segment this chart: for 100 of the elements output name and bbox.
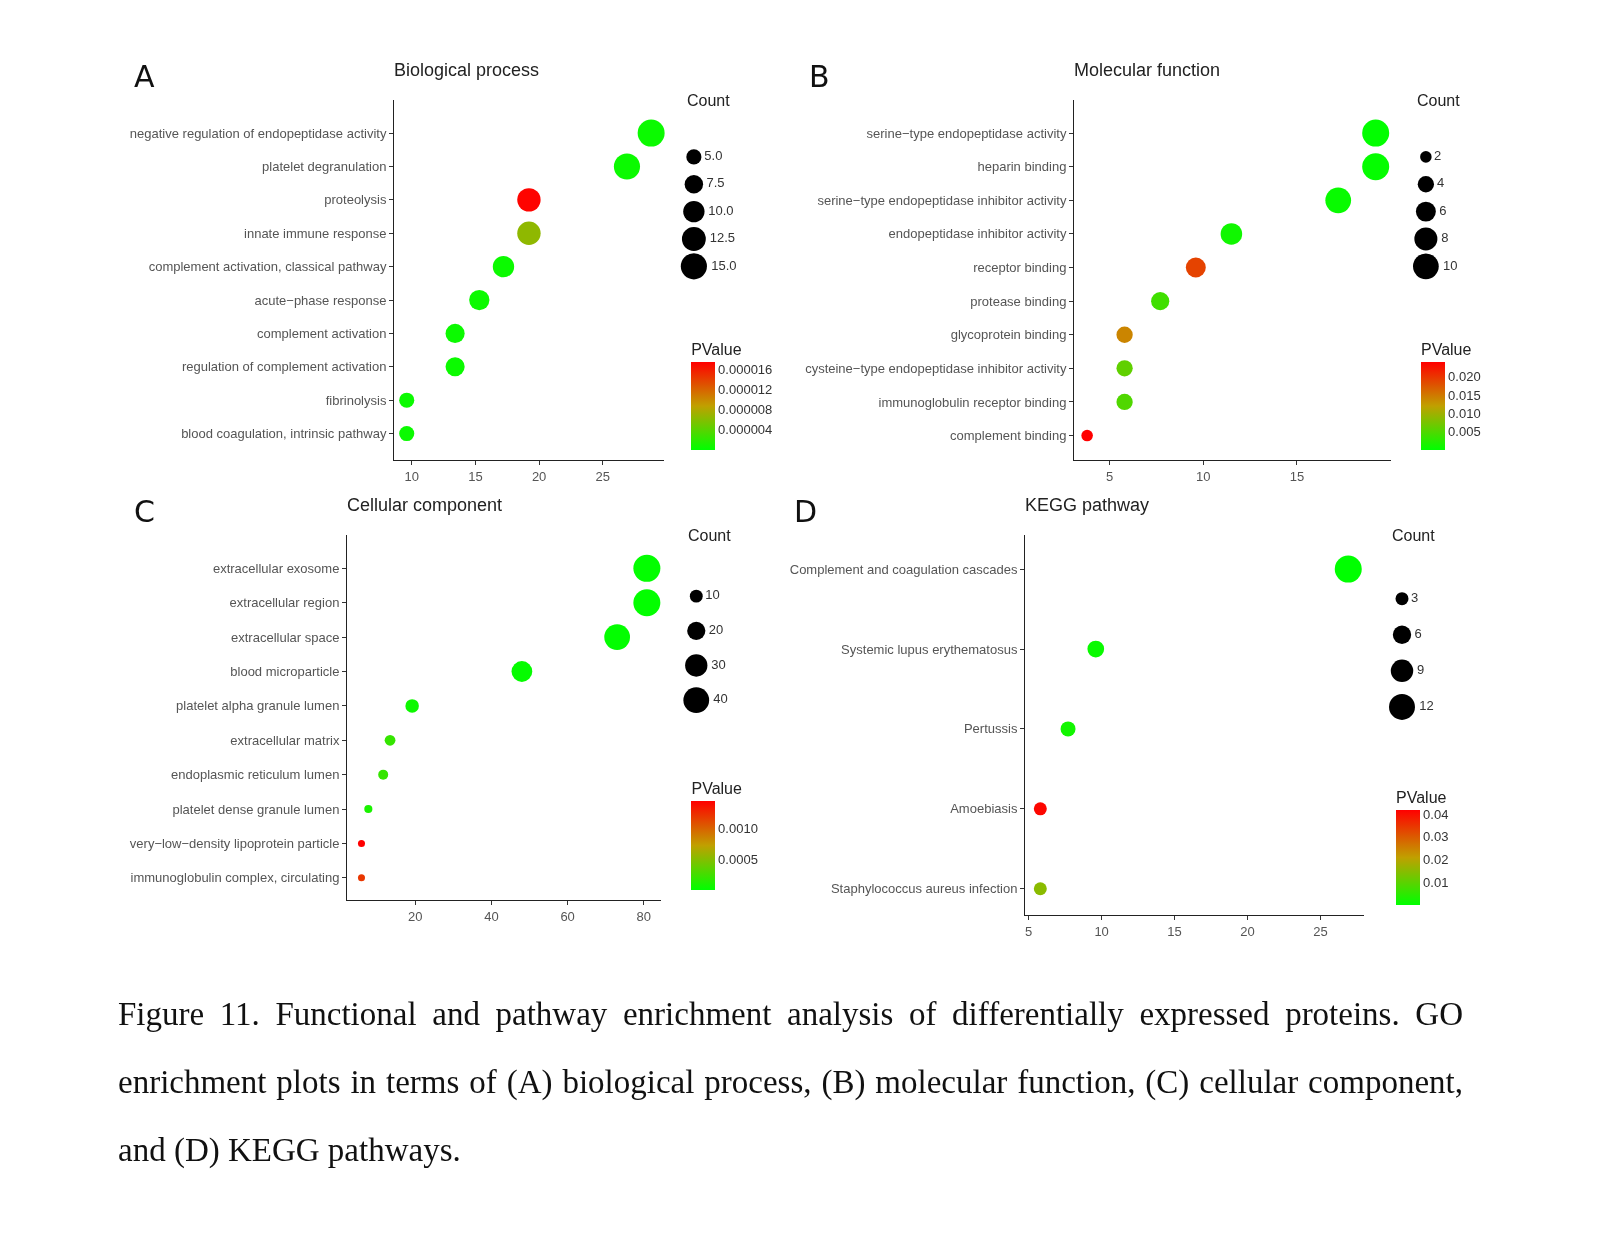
legend-label: 30 — [711, 656, 726, 672]
legend-title: Count — [687, 92, 731, 109]
color-bar-label: 0.015 — [1448, 387, 1481, 403]
color-bar-label: 0.000008 — [718, 402, 773, 418]
legend-label: 9 — [1417, 662, 1425, 678]
x-tick-label: 20 — [1240, 923, 1255, 939]
x-tick-label: 15 — [1289, 468, 1305, 484]
legend-label: 2 — [1434, 148, 1442, 164]
y-tick-label: immunoglobulin complex, circulating — [130, 870, 340, 886]
y-tick-label: complement binding — [950, 428, 1067, 444]
y-tick-label: fibrinolysis — [325, 392, 387, 408]
color-bar-label: 0.010 — [1448, 405, 1481, 421]
legend-label: 5.0 — [704, 148, 723, 164]
y-tick-label: Systemic lupus erythematosus — [841, 641, 1018, 657]
x-tick-label: 60 — [560, 908, 575, 924]
y-tick-label: serine−type endopeptidase inhibitor activity — [817, 192, 1067, 208]
color-bar-label: 0.01 — [1423, 874, 1449, 890]
y-tick-label: glycoprotein binding — [950, 327, 1067, 343]
x-tick-label: 40 — [484, 908, 499, 924]
text: C — [134, 494, 155, 529]
y-tick-label: negative regulation of endopeptidase activity — [129, 125, 387, 141]
y-tick-label: protease binding — [970, 293, 1067, 309]
legend-label: 12 — [1419, 698, 1434, 714]
color-bar-label: 0.000016 — [718, 361, 773, 377]
y-tick-label: acute−phase response — [254, 292, 387, 308]
legend-label: 3 — [1411, 589, 1419, 605]
y-tick-label: receptor binding — [973, 260, 1067, 276]
text: D — [794, 494, 818, 529]
y-tick-label: platelet alpha granule lumen — [176, 698, 340, 714]
y-tick-label: innate immune response — [244, 225, 387, 241]
caption: Figure 11. Functional and pathway enrichment analysis of differentially expressed proteins. GO enrichment plots in terms of (A) biological process, (B) molecular function, (C) cellular component, and (D) KEGG pathways. — [118, 995, 1463, 1170]
x-tick-label: 25 — [595, 468, 611, 484]
color-bar-title: PValue — [691, 341, 742, 358]
y-tick-label: complement activation — [257, 325, 387, 341]
y-tick-label: regulation of complement activation — [181, 359, 387, 375]
y-tick-label: extracellular matrix — [230, 732, 340, 748]
legend-label: 15.0 — [711, 257, 737, 273]
color-bar-label: 0.000004 — [718, 422, 773, 438]
x-tick-label: 10 — [1094, 923, 1109, 939]
y-tick-label: extracellular region — [229, 595, 340, 611]
y-tick-label: endoplasmic reticulum lumen — [171, 767, 340, 783]
chart-title: Molecular function — [1074, 59, 1221, 80]
x-tick-label: 20 — [407, 908, 423, 924]
x-tick-label: 15 — [1167, 923, 1182, 939]
legend-label: 10 — [705, 587, 720, 603]
legend-label: 10 — [1442, 257, 1458, 273]
color-bar-label: 0.0010 — [718, 821, 758, 837]
legend-label: 12.5 — [709, 230, 736, 246]
legend-label: 40 — [713, 691, 728, 707]
y-tick-label: blood coagulation, intrinsic pathway — [181, 426, 387, 442]
x-tick-label: 5 — [1025, 923, 1033, 939]
y-tick-label: platelet degranulation — [262, 159, 387, 175]
y-tick-label: immunoglobulin receptor binding — [878, 394, 1067, 410]
color-bar-label: 0.000012 — [718, 381, 773, 397]
y-tick-label: blood microparticle — [230, 664, 340, 680]
x-tick-label: 80 — [636, 908, 652, 924]
y-tick-label: Complement and coagulation cascades — [789, 561, 1018, 577]
y-tick-label: serine−type endopeptidase activity — [866, 125, 1067, 141]
legend-label: 10.0 — [708, 202, 734, 218]
legend-label: 8 — [1441, 230, 1449, 246]
text: B — [809, 59, 830, 94]
color-bar-label: 0.020 — [1448, 369, 1481, 385]
y-tick-label: Staphylococcus aureus infection — [830, 881, 1018, 897]
y-tick-label: heparin binding — [977, 159, 1067, 175]
legend-label: 6 — [1439, 202, 1447, 218]
color-bar-title: PValue — [1396, 789, 1447, 806]
x-tick-label: 5 — [1105, 468, 1114, 484]
legend-title: Count — [688, 527, 732, 544]
color-bar-label: 0.0005 — [718, 851, 758, 867]
y-tick-label: endopeptidase inhibitor activity — [888, 226, 1067, 242]
color-bar-label: 0.02 — [1423, 852, 1449, 868]
x-tick-label: 10 — [1196, 468, 1211, 484]
y-tick-label: platelet dense granule lumen — [172, 801, 340, 817]
x-tick-label: 20 — [531, 468, 547, 484]
y-tick-label: Pertussis — [963, 721, 1018, 737]
legend-label: 7.5 — [706, 175, 725, 191]
chart-title: Biological process — [394, 59, 540, 80]
y-tick-label: very−low−density lipoprotein particle — [129, 835, 340, 851]
x-tick-label: 15 — [468, 468, 483, 484]
x-tick-label: 25 — [1313, 923, 1328, 939]
y-tick-label: proteolysis — [324, 192, 387, 208]
chart-title: Cellular component — [347, 494, 503, 515]
text: A — [134, 59, 155, 94]
chart-title: KEGG pathway — [1025, 494, 1150, 515]
legend-title: Count — [1417, 92, 1461, 109]
y-tick-label: Amoebiasis — [950, 801, 1018, 817]
color-bar-title: PValue — [691, 780, 742, 797]
legend-label: 4 — [1437, 175, 1445, 191]
legend-title: Count — [1392, 527, 1436, 544]
y-tick-label: complement activation, classical pathway — [148, 259, 387, 275]
color-bar-label: 0.005 — [1448, 424, 1481, 440]
x-tick-label: 10 — [404, 468, 420, 484]
color-bar-label: 0.04 — [1423, 806, 1449, 822]
color-bar-label: 0.03 — [1423, 829, 1449, 845]
legend-label: 20 — [708, 622, 724, 638]
legend-label: 6 — [1414, 626, 1422, 641]
color-bar-title: PValue — [1420, 341, 1472, 358]
y-tick-label: extracellular exosome — [212, 560, 340, 576]
y-tick-label: extracellular space — [231, 629, 340, 645]
y-tick-label: cysteine−type endopeptidase inhibitor activity — [805, 360, 1067, 376]
